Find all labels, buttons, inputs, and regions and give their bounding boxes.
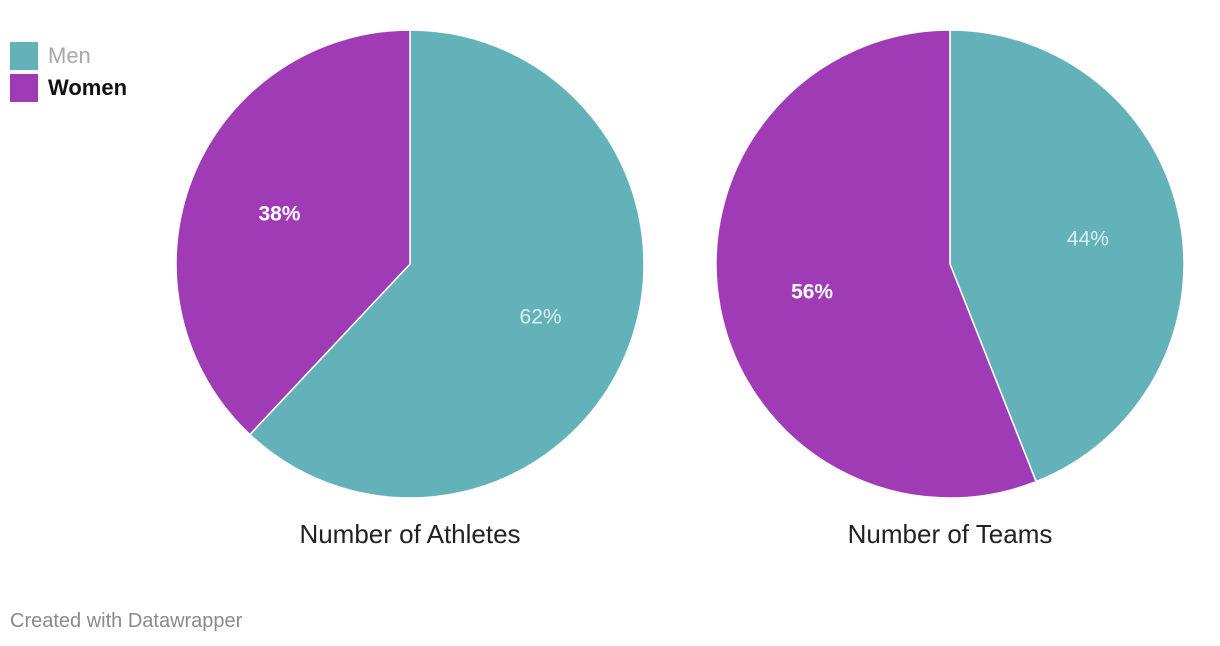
legend: Men Women	[10, 40, 127, 104]
pie-slice-women[interactable]	[715, 29, 1038, 499]
legend-label-men: Men	[48, 43, 91, 68]
legend-item-men[interactable]: Men	[10, 40, 127, 72]
legend-swatch-women	[10, 74, 38, 102]
pie-charts: 62% 38% Number of Athletes 44% 56% Number of …	[175, 29, 1185, 549]
pie-slice-men[interactable]	[949, 29, 1185, 483]
slice-value-label-men: 62%	[520, 306, 562, 329]
legend-item-women[interactable]: Women	[10, 72, 127, 104]
footer-credit: Created with Datawrapper	[10, 610, 243, 632]
pie-slice-men[interactable]	[248, 29, 645, 499]
slice-value-label-women: 38%	[258, 202, 300, 225]
chart-title: Number of Teams	[848, 519, 1053, 549]
legend-swatch-men	[10, 42, 38, 70]
pie-chart-2: 44% 56% Number of Teams	[715, 29, 1185, 549]
slice-value-label-women: 56%	[791, 280, 833, 303]
pie-slice-women[interactable]	[175, 29, 411, 436]
legend-label-women: Women	[48, 75, 128, 100]
slice-value-label-men: 44%	[1067, 228, 1109, 251]
chart-title: Number of Athletes	[299, 519, 520, 549]
pie-chart-1: 62% 38% Number of Athletes	[175, 29, 645, 549]
